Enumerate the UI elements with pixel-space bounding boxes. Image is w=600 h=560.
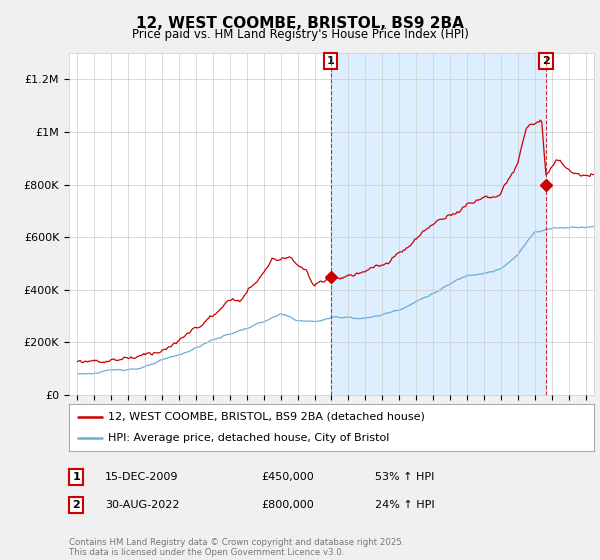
- Text: 12, WEST COOMBE, BRISTOL, BS9 2BA: 12, WEST COOMBE, BRISTOL, BS9 2BA: [136, 16, 464, 31]
- Text: 12, WEST COOMBE, BRISTOL, BS9 2BA (detached house): 12, WEST COOMBE, BRISTOL, BS9 2BA (detac…: [109, 412, 425, 422]
- Text: HPI: Average price, detached house, City of Bristol: HPI: Average price, detached house, City…: [109, 433, 390, 444]
- Text: 24% ↑ HPI: 24% ↑ HPI: [375, 500, 434, 510]
- Text: Contains HM Land Registry data © Crown copyright and database right 2025.
This d: Contains HM Land Registry data © Crown c…: [69, 538, 404, 557]
- Text: 30-AUG-2022: 30-AUG-2022: [105, 500, 179, 510]
- Text: £450,000: £450,000: [261, 472, 314, 482]
- Text: 15-DEC-2009: 15-DEC-2009: [105, 472, 179, 482]
- Text: 2: 2: [73, 500, 80, 510]
- Text: £800,000: £800,000: [261, 500, 314, 510]
- Text: Price paid vs. HM Land Registry's House Price Index (HPI): Price paid vs. HM Land Registry's House …: [131, 28, 469, 41]
- Text: 2: 2: [542, 56, 550, 66]
- Text: 1: 1: [327, 56, 335, 66]
- Text: 53% ↑ HPI: 53% ↑ HPI: [375, 472, 434, 482]
- Text: 1: 1: [73, 472, 80, 482]
- Bar: [331, 53, 546, 395]
